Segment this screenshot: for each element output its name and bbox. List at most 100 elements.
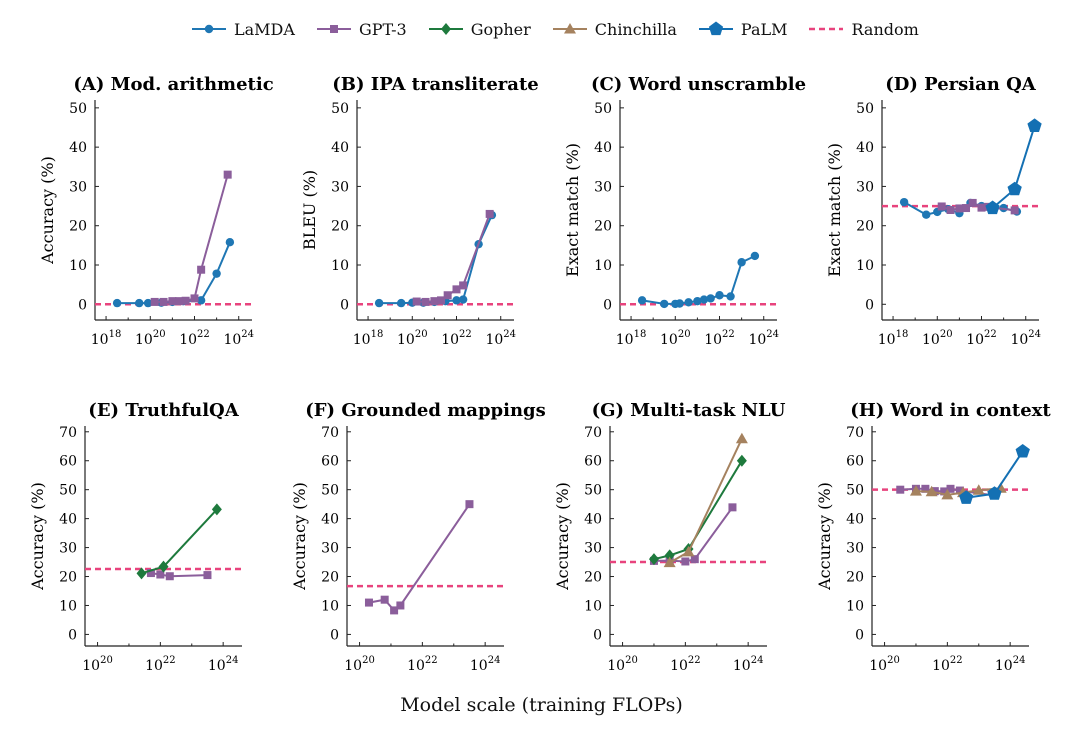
- data-point-lamda: [637, 296, 647, 305]
- legend-marker: [440, 23, 451, 35]
- y-tick-label: 40: [846, 512, 864, 528]
- panel-title: (B) IPA transliterate: [332, 74, 538, 95]
- legend: LaMDA GPT-3 Gopher Chinchilla PaLM Random: [190, 14, 939, 44]
- series-palm: [985, 118, 1042, 215]
- x-tick-label: 1020: [607, 655, 638, 674]
- x-tick-label: 1020: [869, 655, 900, 674]
- data-point-gpt-3: [459, 281, 468, 290]
- data-point-gpt-3: [437, 296, 446, 305]
- y-tick-label: 0: [68, 627, 77, 643]
- x-tick-label: 1024: [223, 329, 254, 348]
- x-tick-label: 1022: [704, 329, 735, 348]
- y-tick-label: 10: [584, 598, 602, 614]
- data-point-gpt-3: [896, 485, 905, 494]
- data-point-lamda: [726, 292, 735, 301]
- y-tick-label: 30: [331, 179, 349, 195]
- series-gpt-3: [412, 209, 494, 306]
- data-point-lamda: [452, 296, 461, 305]
- legend-item-chinchilla: Chinchilla: [551, 20, 677, 39]
- y-axis-label: Accuracy (%): [815, 482, 834, 591]
- data-point-lamda: [458, 295, 468, 304]
- data-point-lamda: [225, 238, 235, 247]
- data-point-lamda: [675, 299, 684, 308]
- data-point-gpt-3: [940, 487, 949, 496]
- data-point-gopher: [136, 567, 147, 580]
- data-point-lamda: [143, 298, 153, 308]
- x-tick-label: 1024: [995, 655, 1026, 674]
- x-tick-label: 1022: [966, 329, 997, 348]
- y-tick-label: 30: [59, 541, 77, 557]
- data-point-lamda: [750, 251, 760, 261]
- data-point-chinchilla: [735, 432, 748, 444]
- data-point-gpt-3: [150, 297, 159, 306]
- x-tick-label: 1022: [932, 655, 963, 674]
- panel-title: (H) Word in context: [850, 400, 1051, 421]
- y-tick-label: 30: [594, 179, 612, 195]
- series-line-gpt-3: [154, 174, 229, 303]
- x-tick-label: 1024: [1010, 329, 1041, 348]
- data-point-chinchilla: [925, 485, 938, 497]
- y-tick-label: 10: [321, 598, 339, 614]
- x-tick-label: 1020: [922, 329, 953, 348]
- data-point-gpt-3: [946, 206, 955, 214]
- data-point-gpt-3: [1010, 206, 1019, 215]
- y-tick-label: 40: [584, 512, 602, 528]
- y-tick-label: 50: [584, 483, 602, 499]
- panel-title: (C) Word unscramble: [591, 74, 806, 95]
- data-point-gpt-3: [396, 601, 405, 610]
- x-tick-label: 1018: [878, 329, 909, 348]
- legend-item-lamda: LaMDA: [190, 20, 295, 39]
- x-tick-label: 1024: [748, 329, 779, 348]
- y-tick-label: 0: [603, 297, 612, 313]
- y-tick-label: 70: [584, 425, 602, 441]
- y-tick-label: 30: [69, 179, 87, 195]
- series-gpt-3: [364, 500, 474, 615]
- data-point-gpt-3: [190, 294, 199, 303]
- legend-swatch: [316, 25, 351, 33]
- data-point-palm: [1007, 181, 1022, 196]
- y-tick-label: 0: [330, 627, 339, 643]
- data-point-gpt-3: [452, 285, 461, 294]
- x-tick-label: 1018: [353, 329, 384, 348]
- data-point-gpt-3: [443, 291, 452, 300]
- x-tick-label: 1020: [397, 329, 428, 348]
- data-point-gpt-3: [412, 297, 421, 306]
- x-tick-label: 1022: [145, 655, 176, 674]
- y-tick-label: 50: [846, 483, 864, 499]
- legend-label: Chinchilla: [594, 19, 677, 39]
- y-axis-label: Accuracy (%): [553, 482, 572, 591]
- legend-swatch: [698, 21, 733, 36]
- panel-title: (A) Mod. arithmetic: [73, 74, 273, 95]
- x-tick-label: 1020: [660, 329, 691, 348]
- data-point-gpt-3: [430, 297, 439, 306]
- data-point-gpt-3: [146, 569, 155, 578]
- data-point-lamda: [737, 258, 746, 267]
- legend-swatch: [428, 23, 463, 35]
- y-tick-label: 20: [59, 570, 77, 586]
- series-chinchilla: [663, 432, 748, 568]
- y-tick-label: 0: [865, 297, 874, 313]
- series-gpt-3: [146, 569, 212, 581]
- legend-swatch: [809, 27, 844, 31]
- series-gpt-3: [937, 198, 1019, 215]
- series-line-gpt-3: [653, 506, 734, 563]
- y-tick-label: 60: [846, 454, 864, 470]
- series-gpt-3: [150, 170, 232, 306]
- y-tick-label: 30: [856, 179, 874, 195]
- data-point-gopher: [158, 560, 169, 573]
- data-point-gpt-3: [421, 297, 430, 306]
- series-line-gpt-3: [150, 572, 208, 578]
- y-tick-label: 10: [69, 258, 87, 274]
- y-tick-label: 40: [321, 512, 339, 528]
- y-tick-label: 20: [856, 219, 874, 235]
- y-tick-label: 20: [69, 219, 87, 235]
- x-tick-label: 1024: [470, 655, 501, 674]
- data-point-lamda: [374, 298, 384, 308]
- x-tick-label: 1018: [616, 329, 647, 348]
- legend-swatch: [192, 24, 226, 34]
- legend-marker: [563, 23, 576, 34]
- x-tick-label: 1024: [485, 329, 516, 348]
